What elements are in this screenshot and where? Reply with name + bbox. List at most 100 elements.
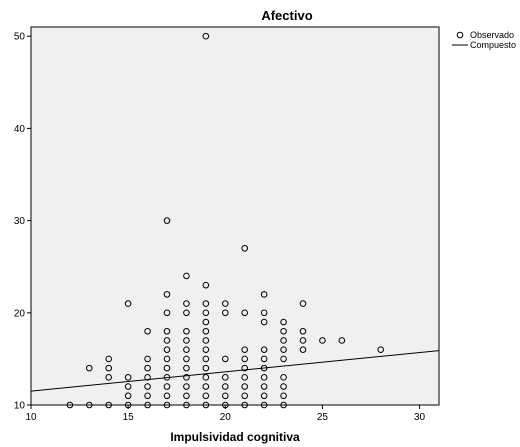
legend-label-fit: Compuesto	[470, 40, 516, 50]
observed-point	[202, 364, 210, 372]
observed-point	[260, 355, 268, 363]
observed-point	[280, 346, 287, 353]
observed-point	[241, 355, 249, 363]
observed-point	[221, 374, 229, 381]
observed-point	[183, 327, 190, 335]
y-tick-label: 10	[14, 401, 26, 412]
legend-marker-observed	[456, 31, 464, 39]
observed-point	[202, 281, 210, 289]
observed-point	[299, 337, 307, 344]
observed-point	[144, 374, 151, 381]
x-tick-label: 25	[317, 412, 329, 423]
observed-point	[183, 309, 190, 317]
observed-point	[163, 364, 171, 372]
observed-point	[183, 337, 190, 344]
observed-point	[144, 392, 151, 400]
observed-point	[163, 383, 171, 390]
observed-point	[280, 327, 287, 335]
observed-point	[202, 337, 210, 344]
legend-label-observed: Observado	[470, 30, 514, 40]
observed-point	[124, 401, 132, 409]
observed-point	[280, 401, 287, 409]
observed-point	[260, 383, 268, 390]
y-tick-label: 20	[14, 308, 26, 319]
observed-point	[260, 291, 268, 298]
observed-point	[144, 327, 151, 335]
observed-point	[202, 355, 210, 363]
observed-point	[280, 318, 287, 326]
chart-title: Afectivo	[261, 8, 312, 23]
observed-point	[221, 309, 229, 317]
observed-point	[183, 383, 190, 390]
observed-point	[280, 355, 287, 363]
observed-point	[260, 318, 268, 326]
observed-point	[183, 355, 190, 363]
observed-point	[299, 300, 307, 307]
observed-point	[144, 401, 151, 409]
observed-point	[221, 300, 229, 307]
observed-point	[241, 374, 249, 381]
observed-point	[163, 309, 171, 317]
y-tick-label: 30	[14, 216, 26, 227]
observed-point	[163, 392, 171, 400]
y-axis-ticks: 10 20 30 40 50	[14, 32, 31, 412]
observed-point	[202, 346, 210, 353]
observed-point	[124, 383, 132, 390]
observed-point	[260, 374, 268, 381]
observed-point	[299, 327, 307, 335]
fit-line	[30, 350, 440, 392]
observed-point	[241, 244, 249, 252]
observed-point	[241, 364, 249, 372]
observed-point	[260, 401, 268, 409]
observed-point	[105, 374, 113, 381]
observed-point	[124, 300, 132, 307]
observed-point	[105, 364, 113, 372]
fit-line-layer	[30, 350, 440, 392]
observed-point	[124, 374, 132, 381]
observed-point	[202, 309, 210, 317]
observed-point	[280, 392, 287, 400]
observed-point	[105, 355, 113, 363]
observed-point	[241, 309, 249, 317]
observed-point	[163, 327, 171, 335]
x-tick-label: 20	[220, 412, 232, 423]
observed-point	[241, 392, 249, 400]
observed-point	[202, 300, 210, 307]
observed-point	[202, 327, 210, 335]
observed-point	[183, 272, 190, 280]
observed-point	[338, 337, 346, 344]
observed-point	[66, 401, 74, 409]
x-tick-label: 15	[123, 412, 135, 423]
observed-point	[163, 337, 171, 344]
plot-area	[30, 26, 440, 406]
observed-point	[202, 401, 210, 409]
observed-point	[280, 337, 287, 344]
observed-point	[260, 392, 268, 400]
observed-point	[241, 401, 249, 409]
x-axis-ticks: 10 15 20 25 30	[25, 405, 426, 423]
y-tick-label: 50	[14, 32, 26, 43]
observed-point	[202, 32, 210, 40]
observed-point	[85, 364, 93, 372]
observed-point	[183, 374, 190, 381]
observed-point	[260, 309, 268, 317]
observed-point	[163, 355, 171, 363]
observed-point	[202, 383, 210, 390]
x-axis-label: Impulsividad cognitiva	[170, 430, 300, 444]
observed-point	[241, 346, 249, 353]
observed-point	[144, 364, 151, 372]
observed-point	[163, 346, 171, 353]
observed-point	[105, 401, 113, 409]
observed-point	[221, 392, 229, 400]
observed-point	[319, 337, 326, 344]
observed-point	[85, 401, 93, 409]
observed-point	[221, 355, 229, 363]
observed-point	[299, 346, 307, 353]
observed-point	[183, 346, 190, 353]
observed-point	[377, 346, 385, 353]
observed-point	[163, 291, 171, 298]
x-tick-label: 30	[414, 412, 426, 423]
observed-point	[183, 392, 190, 400]
observed-point	[183, 364, 190, 372]
